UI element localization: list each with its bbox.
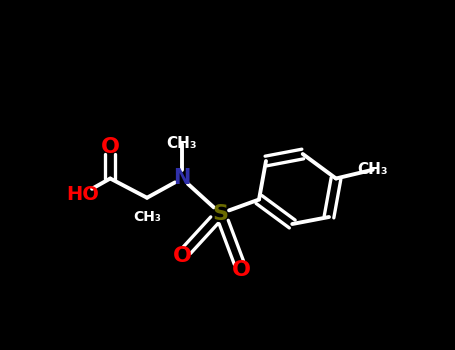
Text: HO: HO [66,185,99,204]
Text: CH₃: CH₃ [133,210,161,224]
Text: O: O [101,137,120,157]
Text: S: S [212,203,228,224]
Text: O: O [232,259,251,280]
Text: N: N [173,168,191,189]
Text: CH₃: CH₃ [358,162,388,177]
Text: O: O [172,245,192,266]
Text: CH₃: CH₃ [167,136,197,151]
